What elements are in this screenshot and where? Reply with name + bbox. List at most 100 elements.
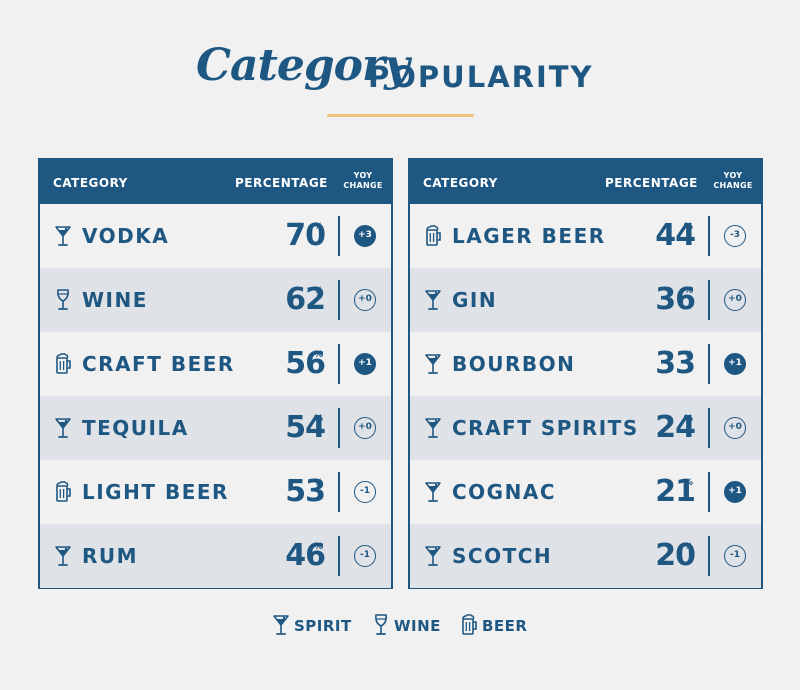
yoy-change-badge: -1 [354,545,376,567]
header-category: CATEGORY [423,176,498,190]
spirit-icon [424,480,442,504]
legend-label: SPIRIT [294,617,352,635]
percentage-value: 36 [655,282,696,317]
percentage-value: 21 [655,474,696,509]
percentage-value: 56 [285,346,326,381]
category-label: SCOTCH [452,544,553,568]
category-label: CRAFT BEER [82,352,235,376]
percent-sign: % [314,222,324,232]
table-header: CATEGORY PERCENTAGE YOY CHANGE [410,160,761,204]
yoy-change-badge: +1 [724,353,746,375]
legend: SPIRIT WINE BEER [0,612,800,640]
column-divider [338,472,340,512]
category-label: RUM [82,544,139,568]
yoy-change-badge: +0 [354,289,376,311]
table-row: SCOTCH 20% -1 [410,524,761,588]
chart-title: Category POPULARITY [0,30,800,117]
percentage-value: 24 [655,410,696,445]
column-divider [708,280,710,320]
legend-label: BEER [482,617,528,635]
percent-sign: % [314,414,324,424]
percentage-value: 70 [285,218,326,253]
column-divider [708,472,710,512]
table-right: CATEGORY PERCENTAGE YOY CHANGE LAGER BEE… [408,158,763,589]
percentage-value: 53 [285,474,326,509]
header-yoy-change: YOY CHANGE [713,171,753,190]
spirit-icon [424,288,442,312]
table-row: WINE 62% +0 [40,268,391,332]
percent-sign: % [684,350,694,360]
percent-sign: % [314,542,324,552]
yoy-change-badge: -1 [354,481,376,503]
table-row: VODKA 70% +3 [40,204,391,268]
percentage-value: 46 [285,538,326,573]
beer-icon [54,352,72,376]
yoy-change-badge: +1 [724,481,746,503]
table-row: CRAFT BEER 56% +1 [40,332,391,396]
beer-icon [54,480,72,504]
percent-sign: % [684,542,694,552]
percent-sign: % [314,478,324,488]
spirit-icon [54,224,72,248]
yoy-change-badge: +3 [354,225,376,247]
column-divider [708,344,710,384]
title-caps-word: POPULARITY [368,60,594,94]
table-row: LIGHT BEER 53% -1 [40,460,391,524]
column-divider [708,408,710,448]
table-row: LAGER BEER 44% -3 [410,204,761,268]
category-label: CRAFT SPIRITS [452,416,639,440]
beer-icon [424,224,442,248]
column-divider [338,216,340,256]
spirit-icon [424,544,442,568]
table-left: CATEGORY PERCENTAGE YOY CHANGE VODKA 70% +… [38,158,393,589]
percent-sign: % [684,286,694,296]
header-percentage: PERCENTAGE [605,176,698,190]
category-label: VODKA [82,224,170,248]
table-row: COGNAC 21% +1 [410,460,761,524]
percentage-value: 54 [285,410,326,445]
category-label: BOURBON [452,352,576,376]
column-divider [708,216,710,256]
percent-sign: % [684,414,694,424]
percentage-value: 33 [655,346,696,381]
percentage-value: 20 [655,538,696,573]
category-label: LIGHT BEER [82,480,229,504]
category-label: COGNAC [452,480,556,504]
table-row: TEQUILA 54% +0 [40,396,391,460]
header-category: CATEGORY [53,176,128,190]
column-divider [338,280,340,320]
wine-icon [54,288,72,312]
percent-sign: % [314,350,324,360]
header-yoy-change: YOY CHANGE [343,171,383,190]
wine-icon [372,613,390,637]
title-script-word: Category [196,40,410,91]
table-header: CATEGORY PERCENTAGE YOY CHANGE [40,160,391,204]
legend-label: WINE [394,617,441,635]
table-row: GIN 36% +0 [410,268,761,332]
spirit-icon [272,613,290,637]
yoy-change-badge: +1 [354,353,376,375]
title-underline [327,114,474,117]
percentage-value: 62 [285,282,326,317]
category-label: WINE [82,288,148,312]
percentage-value: 44 [655,218,696,253]
category-label: TEQUILA [82,416,189,440]
yoy-change-badge: -3 [724,225,746,247]
header-percentage: PERCENTAGE [235,176,328,190]
table-row: RUM 46% -1 [40,524,391,588]
table-row: CRAFT SPIRITS 24% +0 [410,396,761,460]
column-divider [338,344,340,384]
category-label: LAGER BEER [452,224,606,248]
beer-icon [460,613,478,637]
table-row: BOURBON 33% +1 [410,332,761,396]
spirit-icon [424,416,442,440]
column-divider [338,536,340,576]
spirit-icon [54,544,72,568]
yoy-change-badge: +0 [724,417,746,439]
spirit-icon [54,416,72,440]
percent-sign: % [684,222,694,232]
yoy-change-badge: +0 [724,289,746,311]
percent-sign: % [684,478,694,488]
yoy-change-badge: -1 [724,545,746,567]
percent-sign: % [314,286,324,296]
